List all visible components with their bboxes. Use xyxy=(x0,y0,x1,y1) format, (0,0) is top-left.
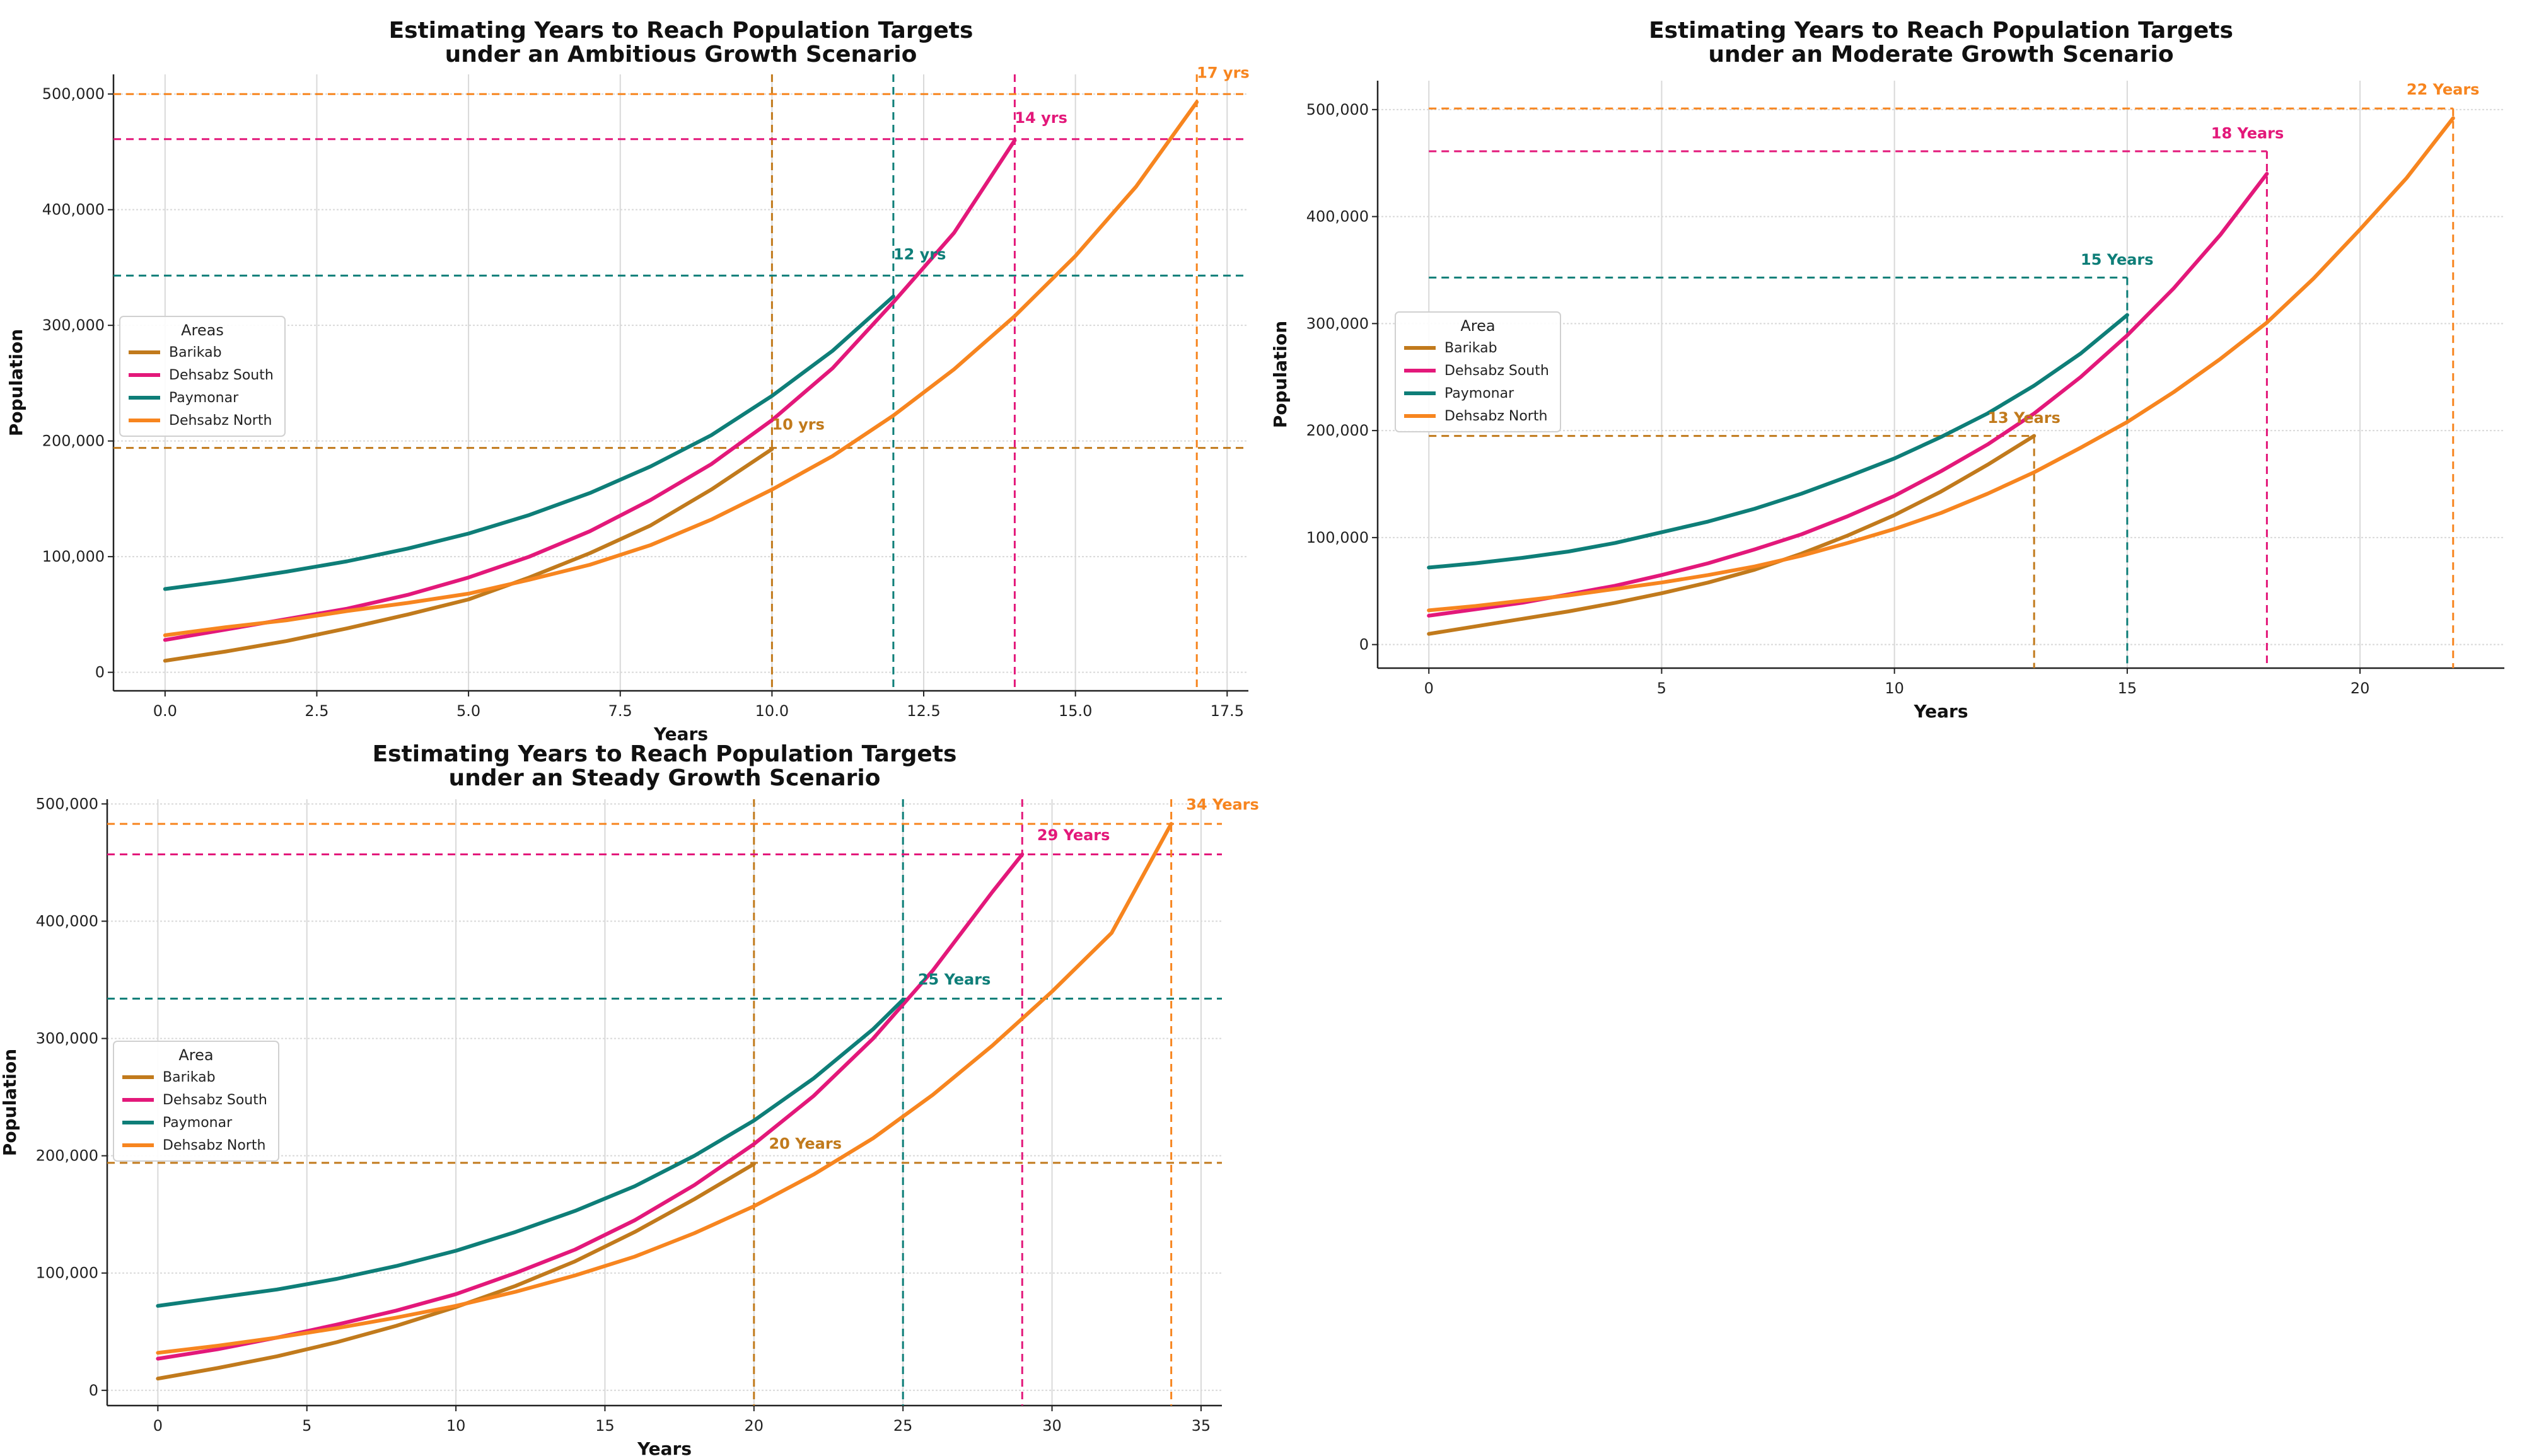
legend-label-dehsabz-south: Dehsabz South xyxy=(169,367,274,383)
series-line-dehsabz-north xyxy=(1427,116,2455,613)
y-tick-label: 100,000 xyxy=(42,548,105,565)
chart-title-line: Estimating Years to Reach Population Tar… xyxy=(1649,18,2233,43)
x-tick-label: 10.0 xyxy=(755,702,789,720)
y-tick-label: 200,000 xyxy=(42,432,105,450)
legend-title: Area xyxy=(178,1046,213,1064)
legend-label-dehsabz-north: Dehsabz North xyxy=(169,413,272,429)
chart-title-line: Estimating Years to Reach Population Tar… xyxy=(389,18,973,43)
x-tick-label: 25 xyxy=(893,1417,913,1435)
target-label: 18 Years xyxy=(2211,125,2284,142)
legend-title: Area xyxy=(1460,317,1495,335)
legend-label-dehsabz-south: Dehsabz South xyxy=(163,1092,267,1108)
chart-title-line: under an Steady Growth Scenario xyxy=(449,765,881,791)
y-axis-label: Population xyxy=(6,329,26,436)
x-tick-label: 0 xyxy=(1424,679,1434,697)
y-tick-label: 300,000 xyxy=(1306,315,1369,332)
target-label: 34 Years xyxy=(1186,796,1259,814)
y-tick-label: 500,000 xyxy=(42,85,105,103)
chart-title-line: Estimating Years to Reach Population Tar… xyxy=(373,741,957,767)
y-tick-label: 400,000 xyxy=(42,201,105,219)
chart-title-line: under an Ambitious Growth Scenario xyxy=(445,42,917,67)
y-tick-label: 300,000 xyxy=(42,316,105,334)
y-tick-label: 200,000 xyxy=(36,1147,98,1165)
series-line-paymonar xyxy=(163,294,895,591)
chart-moderate: Estimating Years to Reach Population Tar… xyxy=(1270,18,2504,722)
target-label: 13 Years xyxy=(1987,409,2060,427)
y-tick-label: 400,000 xyxy=(1306,208,1369,226)
y-tick-label: 200,000 xyxy=(1306,422,1369,439)
x-tick-label: 35 xyxy=(1192,1417,1211,1435)
target-label: 25 Years xyxy=(918,971,991,988)
target-label: 20 Years xyxy=(769,1135,842,1152)
legend-label-paymonar: Paymonar xyxy=(163,1115,233,1131)
series-line-paymonar xyxy=(1427,313,2129,570)
series-line-paymonar xyxy=(156,998,905,1308)
x-tick-label: 5 xyxy=(302,1417,311,1435)
x-tick-label: 20 xyxy=(745,1417,764,1435)
legend-label-dehsabz-south: Dehsabz South xyxy=(1444,363,1549,379)
y-tick-label: 0 xyxy=(89,1382,98,1399)
target-label: 17 yrs xyxy=(1197,64,1250,82)
legend-label-paymonar: Paymonar xyxy=(169,390,239,406)
legend: Area Barikab Dehsabz South Paymonar Dehsabz … xyxy=(113,1041,279,1162)
y-axis-label: Population xyxy=(0,1049,20,1156)
target-label: 22 Years xyxy=(2407,81,2480,98)
x-tick-label: 20 xyxy=(2351,679,2370,697)
y-tick-label: 500,000 xyxy=(1306,101,1369,118)
x-tick-label: 15 xyxy=(2118,679,2137,697)
target-label: 15 Years xyxy=(2081,251,2154,269)
chart-steady: Estimating Years to Reach Population Tar… xyxy=(0,741,1259,1456)
series-line-barikab xyxy=(163,447,774,663)
legend-label-paymonar: Paymonar xyxy=(1444,386,1514,402)
y-tick-label: 0 xyxy=(95,664,105,681)
chart-title-line: under an Moderate Growth Scenario xyxy=(1708,42,2173,67)
x-axis-label: Years xyxy=(653,724,708,744)
target-label: 29 Years xyxy=(1037,826,1110,844)
legend-label-dehsabz-north: Dehsabz North xyxy=(163,1138,265,1153)
y-tick-label: 500,000 xyxy=(36,795,98,812)
legend-label-barikab: Barikab xyxy=(163,1070,216,1085)
y-tick-label: 300,000 xyxy=(36,1030,98,1048)
x-tick-label: 7.5 xyxy=(608,702,632,720)
x-tick-label: 12.5 xyxy=(907,702,940,720)
x-tick-label: 15 xyxy=(595,1417,615,1435)
legend-box xyxy=(119,316,286,437)
x-axis-label: Years xyxy=(637,1438,692,1456)
x-tick-label: 0.0 xyxy=(153,702,177,720)
legend-label-barikab: Barikab xyxy=(169,345,222,361)
legend-title: Areas xyxy=(181,321,224,339)
legend-box xyxy=(113,1041,279,1162)
y-tick-label: 0 xyxy=(1359,636,1369,654)
chart-ambitious: Estimating Years to Reach Population Tar… xyxy=(6,18,1250,744)
legend-box xyxy=(1395,311,1561,432)
legend: Area Barikab Dehsabz South Paymonar Dehsabz … xyxy=(1395,311,1561,432)
x-tick-label: 2.5 xyxy=(305,702,328,720)
target-label: 10 yrs xyxy=(772,415,825,433)
x-tick-label: 15.0 xyxy=(1059,702,1092,720)
legend-label-barikab: Barikab xyxy=(1444,340,1497,356)
y-tick-label: 400,000 xyxy=(36,913,98,930)
y-tick-label: 100,000 xyxy=(1306,529,1369,546)
x-tick-label: 17.5 xyxy=(1211,702,1244,720)
x-tick-label: 10 xyxy=(446,1417,466,1435)
series-line-dehsabz-north xyxy=(156,822,1173,1355)
target-label: 12 yrs xyxy=(893,246,946,263)
x-tick-label: 0 xyxy=(153,1417,163,1435)
target-label: 14 yrs xyxy=(1014,109,1067,127)
series-line-dehsabz-north xyxy=(163,100,1199,637)
x-tick-label: 30 xyxy=(1042,1417,1062,1435)
legend-label-dehsabz-north: Dehsabz North xyxy=(1444,408,1547,424)
x-axis-label: Years xyxy=(1913,701,1968,722)
y-tick-label: 100,000 xyxy=(36,1264,98,1282)
x-tick-label: 10 xyxy=(1885,679,1904,697)
y-axis-label: Population xyxy=(1270,321,1291,428)
x-tick-label: 5.0 xyxy=(456,702,480,720)
x-tick-label: 5 xyxy=(1657,679,1666,697)
series-line-barikab xyxy=(1427,434,2037,636)
legend: Areas Barikab Dehsabz South Paymonar Dehsabz… xyxy=(119,316,286,437)
